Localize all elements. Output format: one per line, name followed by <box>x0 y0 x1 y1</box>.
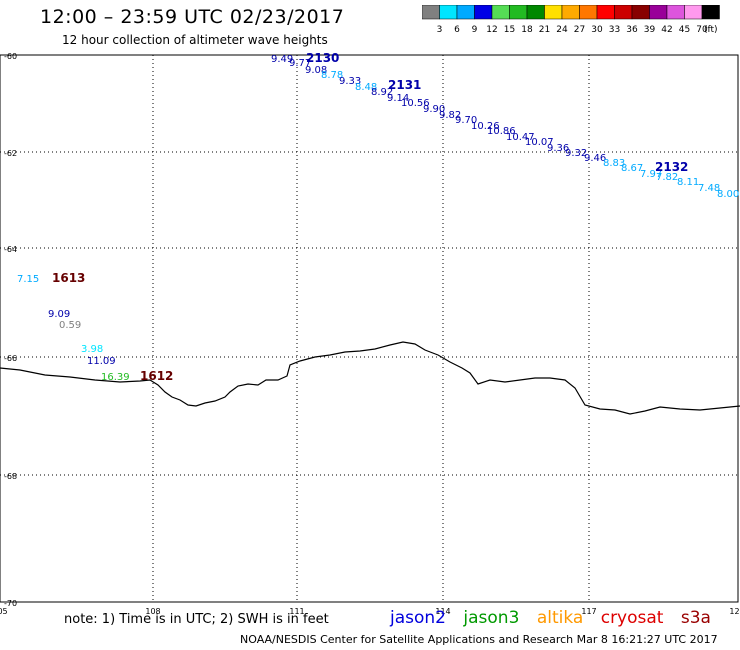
wave-height-label: 10.26 <box>471 121 500 132</box>
wave-height-label: 8.83 <box>603 158 625 169</box>
wave-height-label: 9.46 <box>584 153 606 164</box>
wave-height-label: 8.00 <box>717 189 739 200</box>
colorbar-unit: (ft) <box>704 25 718 35</box>
colorbar-label: 12 <box>486 25 497 35</box>
pass-id-label: 1612 <box>140 369 173 383</box>
wave-height-label: 7.15 <box>17 274 39 285</box>
wave-height-label: 10.47 <box>506 132 535 143</box>
y-tick-label: -66 <box>4 354 17 363</box>
pass-id-label: 2130 <box>306 51 339 65</box>
colorbar-label: 33 <box>609 25 620 35</box>
wave-height-label: 9.70 <box>455 115 477 126</box>
map-gridlines <box>0 55 738 602</box>
wave-height-label: 9.33 <box>339 76 361 87</box>
colorbar-label: 3 <box>437 25 443 35</box>
wave-height-label: 8.48 <box>355 82 377 93</box>
y-tick-labels: -60 -62 -64 -66 -68 -70 <box>4 52 17 608</box>
colorbar-label: 30 <box>591 25 603 35</box>
wave-height-label: 7.82 <box>656 172 678 183</box>
wave-height-label: 9.90 <box>423 104 445 115</box>
wave-height-label: 9.32 <box>565 148 587 159</box>
x-tick-label: 105 <box>0 607 8 616</box>
wave-height-label: 10.86 <box>487 126 516 137</box>
page-title: 12:00 – 23:59 UTC 02/23/2017 <box>40 6 345 28</box>
y-tick-label: -64 <box>4 245 17 254</box>
wave-height-label: 9.77 <box>289 58 311 69</box>
wave-height-labels: 9.499.779.088.789.338.488.929.1410.569.9… <box>17 54 739 383</box>
wave-height-label: 8.11 <box>677 177 699 188</box>
wave-height-label: 10.07 <box>525 137 554 148</box>
colorbar-label: 6 <box>454 25 460 35</box>
satellite-legend: jason2 jason3 altika cryosat s3a <box>390 608 723 628</box>
wave-height-label: 9.08 <box>305 65 327 76</box>
wave-height-label: 9.36 <box>547 143 569 154</box>
colorbar-label: 15 <box>504 25 515 35</box>
colorbar-label: 9 <box>472 25 478 35</box>
y-tick-label: -68 <box>4 472 17 481</box>
colorbar-label: 24 <box>556 25 568 35</box>
wave-height-label: 7.97 <box>640 169 662 180</box>
colorbar-swatch <box>701 5 720 20</box>
wave-height-colorbar: 3 6 9 12 15 18 21 24 27 30 33 36 39 42 45 70(ft) <box>422 5 720 35</box>
wave-height-label: 9.09 <box>48 309 70 320</box>
colorbar-label: 45 <box>679 25 690 35</box>
wave-height-label: 3.98 <box>81 344 103 355</box>
antarctic-coastline <box>0 341 740 415</box>
legend-jason2: jason2 <box>390 608 446 628</box>
credit-footer: NOAA/NESDIS Center for Satellite Applica… <box>240 633 718 646</box>
map-frame <box>0 54 739 603</box>
x-tick-label: 114 <box>435 607 450 616</box>
x-tick-label: 108 <box>145 607 160 616</box>
colorbar-label: 27 <box>574 25 585 35</box>
colorbar-label: 39 <box>644 25 656 35</box>
wave-height-label: 8.67 <box>621 163 643 174</box>
y-tick-label: -70 <box>4 599 17 608</box>
x-tick-labels: 105 108 111 114 117 120 <box>0 607 740 616</box>
footnote: note: 1) Time is in UTC; 2) SWH is in fe… <box>64 612 329 627</box>
wave-height-label: 11.09 <box>87 356 116 367</box>
colorbar-label: 18 <box>521 25 533 35</box>
y-tick-label: -60 <box>4 52 17 61</box>
wave-height-label: 16.39 <box>101 372 130 383</box>
wave-height-label: 9.49 <box>271 54 293 65</box>
colorbar-label: 70 <box>696 25 708 35</box>
colorbar-label: 36 <box>626 25 638 35</box>
y-tick-label: -62 <box>4 149 17 158</box>
pass-id-label: 2132 <box>655 160 688 174</box>
page-subtitle: 12 hour collection of altimeter wave hei… <box>62 33 328 47</box>
pass-id-labels: 2130 2131 2132 1613 1612 <box>52 51 688 383</box>
wave-height-label: 9.82 <box>439 110 461 121</box>
wave-height-label: 7.48 <box>698 183 720 194</box>
legend-jason3: jason3 <box>463 608 520 628</box>
wave-height-label: 0.59 <box>59 320 81 331</box>
wave-height-label: 8.78 <box>321 70 343 81</box>
legend-cryosat: cryosat <box>600 608 664 628</box>
x-tick-label: 111 <box>289 607 304 616</box>
legend-s3a: s3a <box>680 608 711 628</box>
wave-height-label: 8.92 <box>371 87 393 98</box>
colorbar-label: 42 <box>661 25 672 35</box>
x-tick-label: 120 <box>729 607 740 616</box>
x-tick-label: 117 <box>581 607 596 616</box>
colorbar-label: 21 <box>539 25 550 35</box>
wave-height-label: 9.14 <box>387 93 409 104</box>
pass-id-label: 2131 <box>388 78 421 92</box>
legend-altika: altika <box>536 608 584 628</box>
pass-id-label: 1613 <box>52 271 85 285</box>
wave-height-label: 10.56 <box>401 98 430 109</box>
